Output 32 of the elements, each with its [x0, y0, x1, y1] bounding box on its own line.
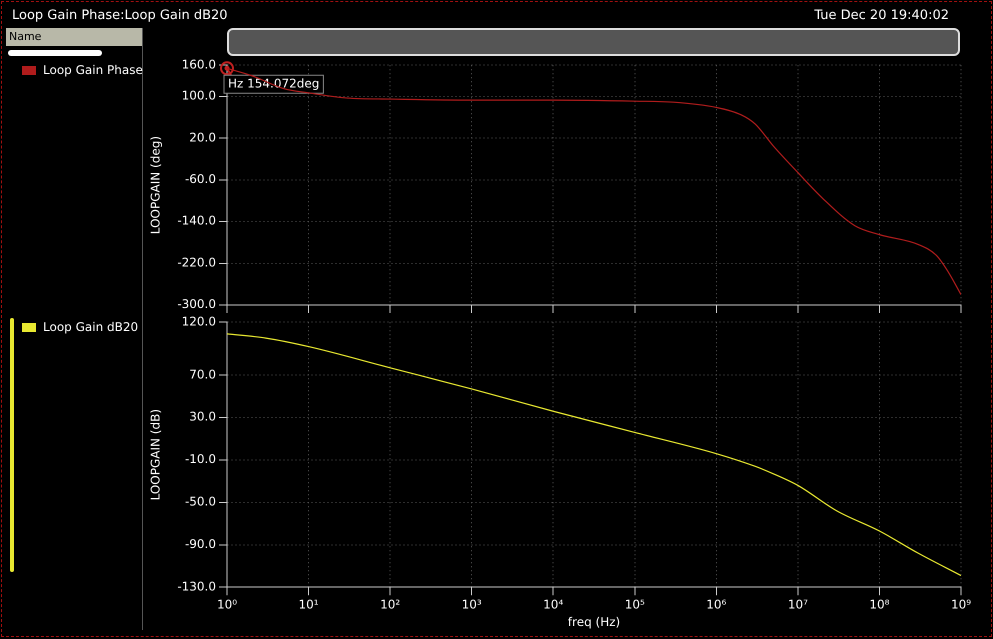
- y-tick-label: 20.0: [189, 130, 216, 144]
- x-tick-label: 10⁸: [869, 598, 890, 612]
- x-tick-label: 10²: [380, 598, 400, 612]
- y-tick-label: -50.0: [184, 494, 216, 509]
- y-tick-label: 70.0: [189, 367, 216, 382]
- x-tick-label: 10¹: [298, 598, 319, 612]
- y-tick-label: -60.0: [184, 172, 216, 186]
- x-tick-label: 10⁰: [216, 598, 238, 612]
- chart-subtitle: Tue Dec 20 19:40:02: [814, 8, 949, 23]
- legend-title: Name: [6, 28, 142, 46]
- y-tick-label: -300.0: [177, 297, 216, 312]
- y-tick-label: -130.0: [177, 579, 216, 594]
- y-tick-label: 160.0: [182, 57, 216, 72]
- y-tick-label: -140.0: [177, 214, 216, 228]
- y-axis-title: LOOPGAIN (dB): [148, 408, 162, 500]
- x-tick-label: 10⁵: [624, 598, 645, 612]
- y-tick-label: 100.0: [182, 88, 216, 103]
- x-tick-label: 10⁹: [950, 598, 972, 612]
- x-tick-label: 10³: [462, 598, 482, 612]
- legend-label: Loop Gain Phase: [43, 63, 143, 77]
- x-tick-label: 10⁷: [788, 598, 808, 612]
- y-tick-label: -90.0: [184, 536, 216, 551]
- y-axis-title: LOOPGAIN (deg): [148, 136, 162, 234]
- y-tick-label: -10.0: [184, 452, 216, 466]
- legend-label: Loop Gain dB20: [43, 320, 138, 334]
- x-tick-label: 10⁶: [706, 598, 727, 612]
- y-tick-label: 120.0: [182, 314, 216, 328]
- y-tick-label: -220.0: [177, 255, 216, 270]
- y-tick-label: 30.0: [189, 410, 216, 424]
- x-axis-title: freq (Hz): [568, 614, 620, 629]
- x-tick-label: 10⁴: [543, 598, 564, 612]
- text: Loop Gain Phase:Loop Gain dB20: [12, 8, 228, 23]
